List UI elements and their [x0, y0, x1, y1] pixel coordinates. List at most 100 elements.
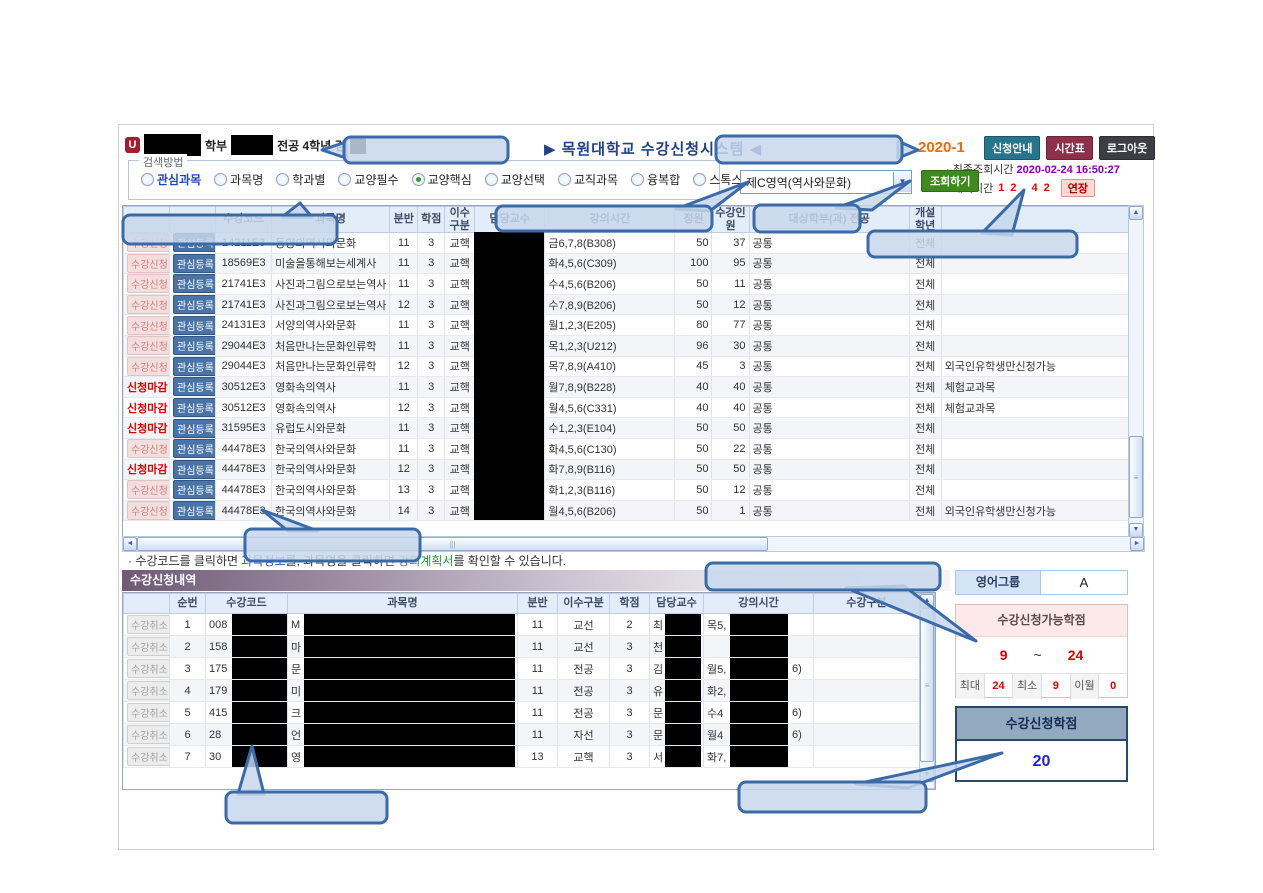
scroll-left-icon[interactable]: ◄: [123, 537, 137, 551]
course-cell-code[interactable]: 24131E3: [215, 314, 272, 336]
radio-option-4[interactable]: 교양필수: [338, 171, 399, 188]
course-cell-code[interactable]: 21741E3: [215, 294, 272, 316]
interest-button[interactable]: 관심등록: [173, 336, 216, 356]
apply-button[interactable]: 수강신청: [127, 480, 170, 500]
course-cell-code[interactable]: 21741E3: [215, 273, 272, 295]
enrolled-table-vscrollbar[interactable]: ▲ ≡ ▼: [919, 593, 935, 789]
interest-button[interactable]: 관심등록: [173, 315, 216, 335]
enrolled-cell-name[interactable]: 언: [287, 723, 518, 746]
chevron-down-icon[interactable]: ▼: [893, 172, 911, 192]
enrolled-cell-code[interactable]: 179: [205, 679, 288, 702]
interest-button[interactable]: 관심등록: [173, 418, 216, 438]
enrolled-cell-code[interactable]: 415: [205, 701, 288, 724]
scroll-down-icon[interactable]: ▼: [1129, 523, 1143, 537]
interest-button[interactable]: 관심등록: [173, 501, 216, 520]
course-cell-name[interactable]: 미술을통해보는세계사: [271, 253, 390, 275]
radio-option-6[interactable]: 교양선택: [484, 171, 545, 188]
interest-button[interactable]: 관심등록: [173, 459, 216, 479]
interest-button[interactable]: 관심등록: [173, 377, 216, 397]
vscroll-thumb[interactable]: ≡: [920, 608, 934, 762]
interest-button[interactable]: 관심등록: [173, 480, 216, 500]
scroll-right-icon[interactable]: ►: [1130, 537, 1144, 551]
course-cell-name[interactable]: 한국의역사와문화: [271, 479, 390, 501]
syllabus-link[interactable]: 강의계획서: [398, 554, 454, 568]
course-cell-name[interactable]: 동양의역사와문화: [271, 232, 390, 254]
course-cell-name[interactable]: 사진과그림으로보는역사: [271, 273, 390, 295]
interest-button[interactable]: 관심등록: [173, 439, 216, 459]
course-cell-code[interactable]: 44478E3: [215, 479, 272, 501]
course-cell-name[interactable]: 처음만나는문화인류학: [271, 335, 390, 357]
radio-option-8[interactable]: 융복합: [631, 171, 680, 188]
query-button[interactable]: 조회하기: [921, 170, 980, 192]
apply-button[interactable]: 수강신청: [127, 356, 170, 376]
course-cell-name[interactable]: 한국의역사와문화: [271, 459, 390, 481]
radio-option-3[interactable]: 학과별: [276, 171, 325, 188]
interest-button[interactable]: 관심등록: [173, 356, 216, 376]
radio-option-2[interactable]: 과목명: [214, 171, 263, 188]
extend-button[interactable]: 연장: [1060, 179, 1095, 197]
course-cell-code[interactable]: 18569E3: [215, 253, 272, 275]
hscroll-thumb[interactable]: |||: [137, 537, 768, 551]
course-cell-code[interactable]: 31595E3: [215, 417, 272, 439]
apply-button[interactable]: 수강신청: [127, 501, 170, 520]
course-cell-code[interactable]: 44478E3: [215, 459, 272, 481]
course-cell-name[interactable]: 영화속의역사: [271, 376, 390, 398]
apply-button[interactable]: 수강신청: [127, 295, 170, 314]
cancel-button[interactable]: 수강취소: [127, 747, 170, 766]
course-cell-name[interactable]: 한국의역사와문화: [271, 500, 390, 522]
course-cell-name[interactable]: 유럽도시와문화: [271, 417, 390, 439]
course-cell-name[interactable]: 처음만나는문화인류학: [271, 356, 390, 378]
course-cell-code[interactable]: 29044E3: [215, 335, 272, 357]
apply-button[interactable]: 수강신청: [127, 315, 170, 335]
timetable-button[interactable]: 시간표: [1046, 136, 1093, 160]
course-cell-code[interactable]: 30512E3: [215, 397, 272, 419]
interest-button[interactable]: 관심등록: [173, 398, 216, 417]
cancel-button[interactable]: 수강취소: [127, 659, 170, 678]
guide-button[interactable]: 신청안내: [984, 136, 1041, 160]
course-cell-code[interactable]: 30512E3: [215, 376, 272, 398]
enrolled-cell-code[interactable]: 008: [205, 613, 288, 636]
enrolled-cell-name[interactable]: 영: [287, 745, 518, 768]
enrolled-cell-name[interactable]: M: [287, 613, 518, 636]
enrolled-cell-code[interactable]: 158: [205, 635, 288, 658]
cancel-button[interactable]: 수강취소: [127, 681, 170, 700]
course-cell-code[interactable]: 14211E3: [215, 232, 272, 254]
apply-button[interactable]: 수강신청: [127, 439, 170, 459]
course-cell-code[interactable]: 44478E3: [215, 500, 272, 522]
course-cell-name[interactable]: 한국의역사와문화: [271, 438, 390, 460]
interest-button[interactable]: 관심등록: [173, 274, 216, 294]
course-cell-code[interactable]: 44478E3: [215, 438, 272, 460]
enrolled-cell-code[interactable]: 28: [205, 723, 288, 746]
apply-button[interactable]: 수강신청: [127, 336, 170, 356]
vscroll-thumb[interactable]: ≡: [1129, 436, 1143, 518]
course-table-hscrollbar[interactable]: ◄ ||| ►: [122, 536, 1145, 552]
apply-button[interactable]: 수강신청: [127, 233, 170, 253]
cancel-button[interactable]: 수강취소: [127, 725, 170, 744]
cancel-button[interactable]: 수강취소: [127, 703, 170, 722]
cancel-button[interactable]: 수강취소: [127, 615, 170, 634]
area-select[interactable]: 제C영역(역사와문화) ▼: [740, 170, 912, 194]
course-info-link[interactable]: 과목정보: [241, 554, 286, 568]
radio-option-7[interactable]: 교직과목: [557, 171, 618, 188]
course-cell-code[interactable]: 29044E3: [215, 356, 272, 378]
scroll-up-icon[interactable]: ▲: [920, 594, 934, 608]
radio-option-5[interactable]: 교양핵심: [411, 171, 472, 188]
course-table-vscrollbar[interactable]: ▲ ≡ ▼: [1128, 205, 1144, 538]
course-cell-name[interactable]: 서양의역사와문화: [271, 314, 390, 336]
enrolled-cell-name[interactable]: 문: [287, 657, 518, 680]
scroll-up-icon[interactable]: ▲: [1129, 206, 1143, 220]
scroll-down-icon[interactable]: ▼: [920, 768, 934, 782]
enrolled-cell-name[interactable]: 크: [287, 701, 518, 724]
cancel-button[interactable]: 수강취소: [127, 637, 170, 656]
apply-button[interactable]: 수강신청: [127, 253, 170, 273]
logout-button[interactable]: 로그아웃: [1098, 136, 1156, 160]
interest-button[interactable]: 관심등록: [173, 253, 216, 273]
enrolled-cell-code[interactable]: 30: [205, 745, 288, 768]
interest-button[interactable]: 관심등록: [173, 295, 216, 314]
radio-option-1[interactable]: 관심과목: [141, 171, 201, 188]
course-cell-name[interactable]: 영화속의역사: [271, 397, 390, 419]
enrolled-cell-name[interactable]: 마: [287, 635, 518, 658]
course-cell-name[interactable]: 사진과그림으로보는역사: [271, 294, 390, 316]
apply-button[interactable]: 수강신청: [127, 274, 170, 294]
enrolled-cell-name[interactable]: 미: [287, 679, 518, 702]
